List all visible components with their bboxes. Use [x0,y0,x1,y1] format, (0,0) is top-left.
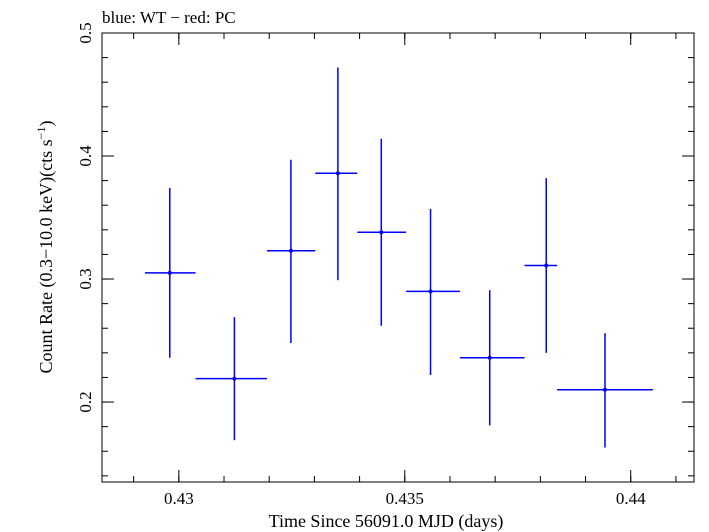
y-tick-label: 0.5 [76,22,95,43]
point-marker [428,289,433,294]
chart-title: blue: WT − red: PC [102,8,236,27]
y-tick-label: 0.2 [76,391,95,412]
data-points [144,67,653,448]
plot-frame [101,32,695,483]
y-axis-label-main: Count Rate (0.3−10.0 keV)(cts s [36,139,57,373]
data-point [357,138,407,326]
data-point [459,290,525,426]
x-axis-label: Time Since 56091.0 MJD (days) [269,511,504,532]
data-point [524,178,558,353]
data-point [144,187,196,358]
point-marker [544,263,549,268]
data-point [266,159,316,343]
point-marker [167,270,172,275]
point-marker [335,171,340,176]
data-point [557,333,653,448]
x-tick-label: 0.435 [386,489,424,508]
point-marker [288,248,293,253]
data-point [315,67,358,281]
y-axis-label-close: ) [36,121,57,127]
point-marker [379,230,384,235]
x-tick-label: 0.44 [616,489,646,508]
point-marker [602,387,607,392]
y-tick-label: 0.4 [76,145,95,167]
axis-ticks [102,32,694,482]
x-tick-label: 0.43 [164,489,194,508]
data-point [195,317,267,441]
point-marker [232,376,237,381]
point-marker [487,355,492,360]
y-axis-label: Count Rate (0.3−10.0 keV)(cts s−1) [34,121,57,374]
y-axis-label-superscript: −1 [34,127,48,140]
axis-tick-labels: 0.43 0.435 0.44 0.2 0.3 0.4 0.5 [76,22,646,508]
y-tick-label: 0.3 [76,268,95,289]
data-point [406,208,460,375]
